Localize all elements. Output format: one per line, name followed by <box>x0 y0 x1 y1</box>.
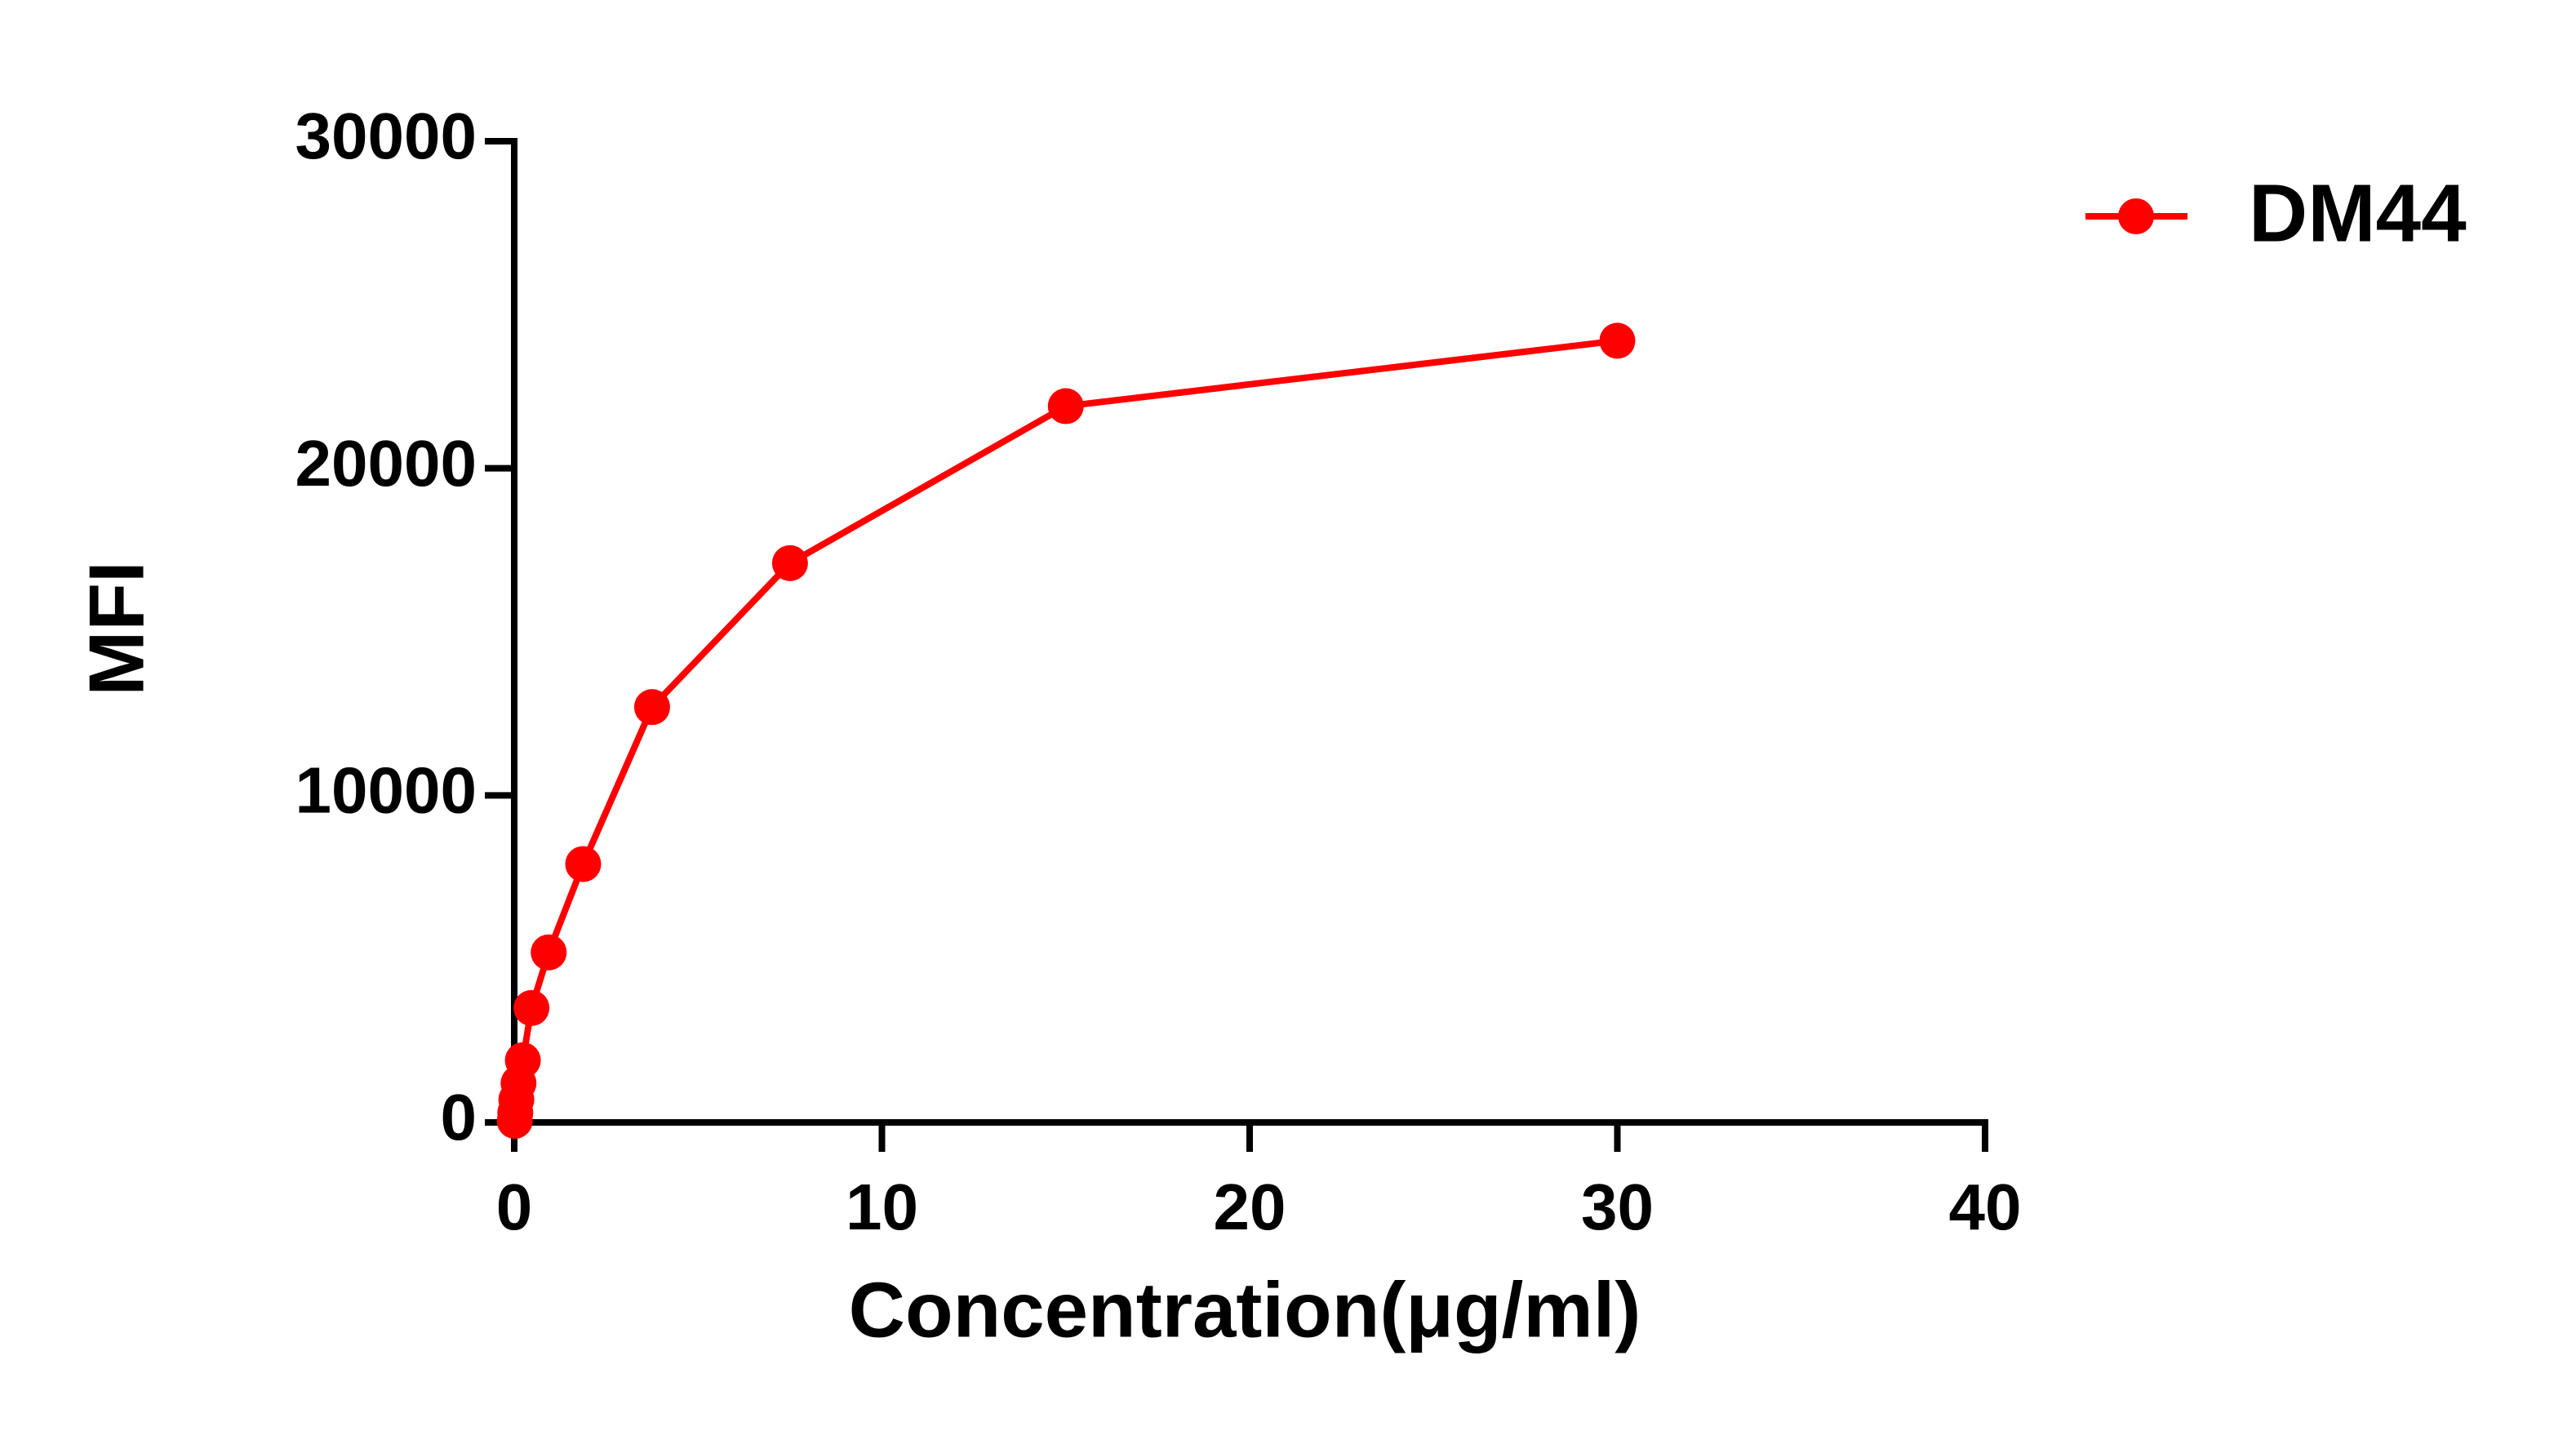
y-axis-label: MFI <box>73 561 160 696</box>
data-point <box>565 846 602 882</box>
data-point <box>496 1102 533 1139</box>
x-tick-label: 10 <box>846 1171 918 1243</box>
x-tick-label: 30 <box>1581 1171 1654 1243</box>
x-tick-label: 20 <box>1214 1171 1286 1243</box>
data-point <box>1047 388 1084 424</box>
x-tick-label: 40 <box>1949 1171 2022 1243</box>
data-point <box>771 544 808 581</box>
x-tick-label: 0 <box>496 1171 533 1243</box>
data-point <box>1599 322 1636 359</box>
y-tick-label: 30000 <box>295 100 477 172</box>
y-tick-label: 10000 <box>295 753 477 826</box>
data-point <box>531 934 567 971</box>
legend-label: DM44 <box>2249 167 2467 259</box>
x-axis-label: Concentration(μg/ml) <box>849 1266 1641 1353</box>
y-tick-label: 20000 <box>295 427 477 500</box>
data-point <box>513 989 550 1026</box>
series-line <box>511 337 1618 1122</box>
data-point <box>633 689 670 726</box>
legend-marker <box>2118 198 2154 234</box>
y-tick-label: 0 <box>441 1081 477 1153</box>
